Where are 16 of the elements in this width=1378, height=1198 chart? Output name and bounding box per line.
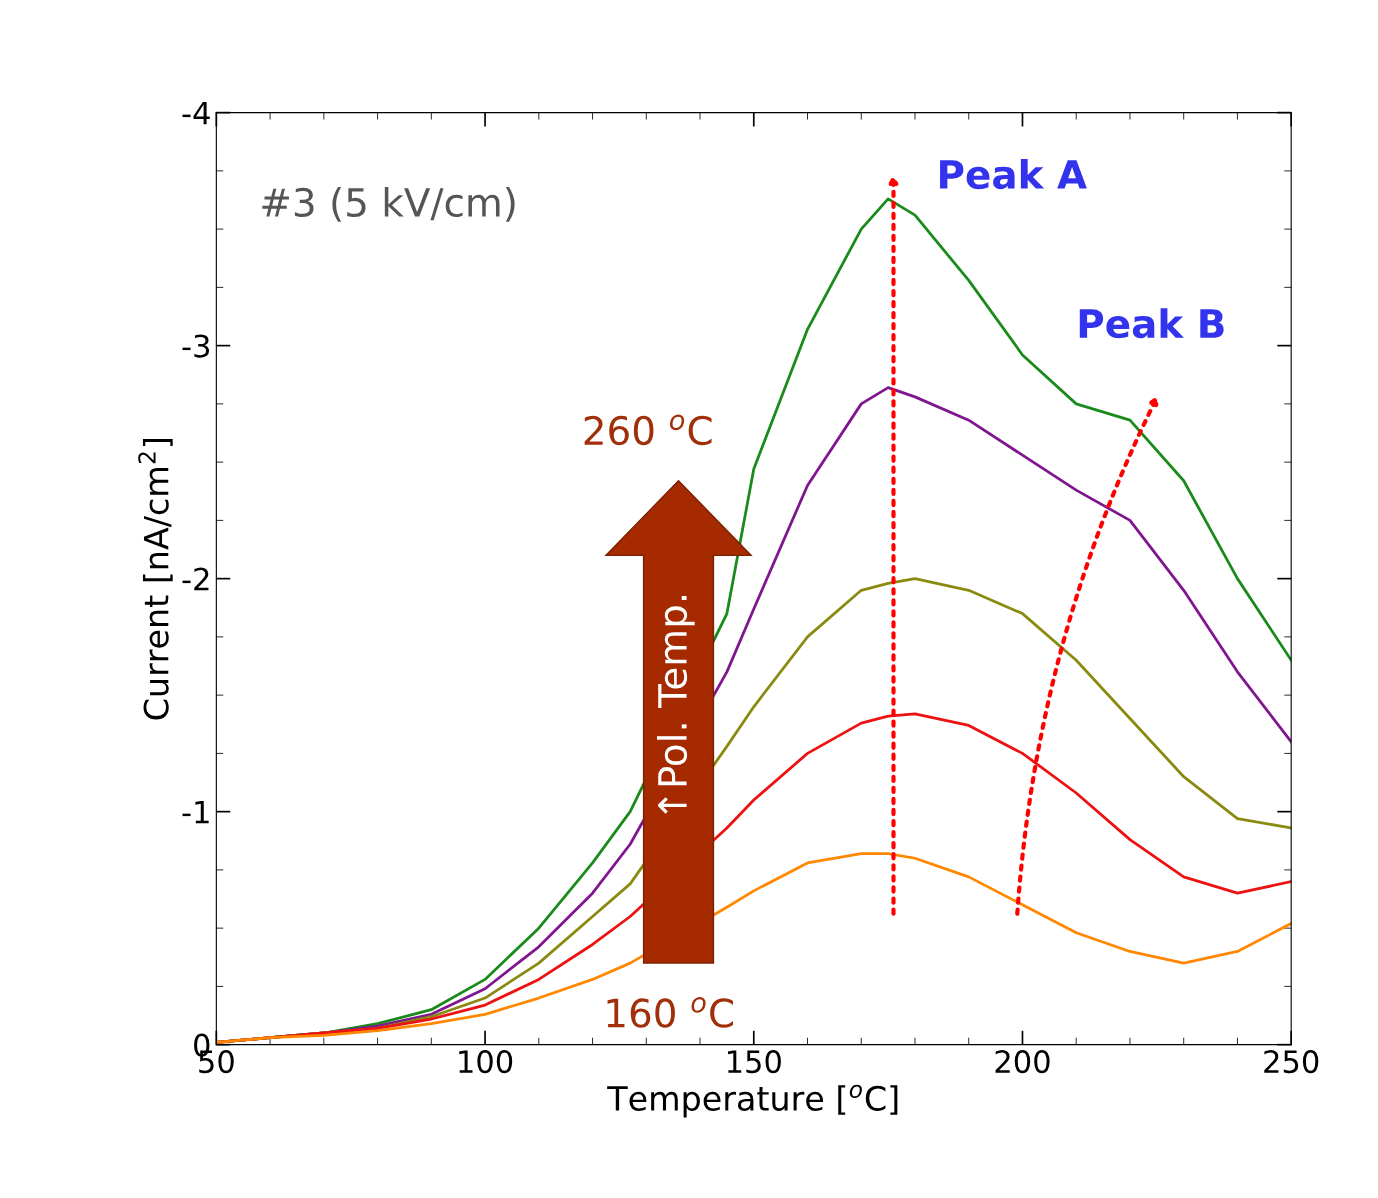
- y-axis-title: Current [nA/cm$^{2}$]: [138, 439, 173, 720]
- annotation: Peak B: [1079, 308, 1224, 339]
- y-tick-label: -2: [182, 567, 209, 591]
- annotation: 160 $^{o}$C: [607, 997, 734, 1028]
- x-tick-label: 150: [727, 1050, 781, 1074]
- annotation: Peak A: [940, 159, 1087, 190]
- x-tick-label: 100: [459, 1050, 513, 1074]
- annotation: #3 (5 kV/cm): [262, 187, 515, 222]
- x-axis-title: Temperature [$^{o}$C]: [607, 1084, 898, 1118]
- y-tick-label: -4: [182, 101, 210, 125]
- x-tick-label: 250: [1264, 1050, 1319, 1074]
- y-tick-label: -1: [182, 800, 209, 824]
- annotation: 260 $^{o}$C: [584, 414, 712, 446]
- y-tick-label: -3: [182, 334, 210, 358]
- x-tick-label: 200: [995, 1050, 1050, 1074]
- annotation: ↑Pol. Temp.: [657, 596, 695, 814]
